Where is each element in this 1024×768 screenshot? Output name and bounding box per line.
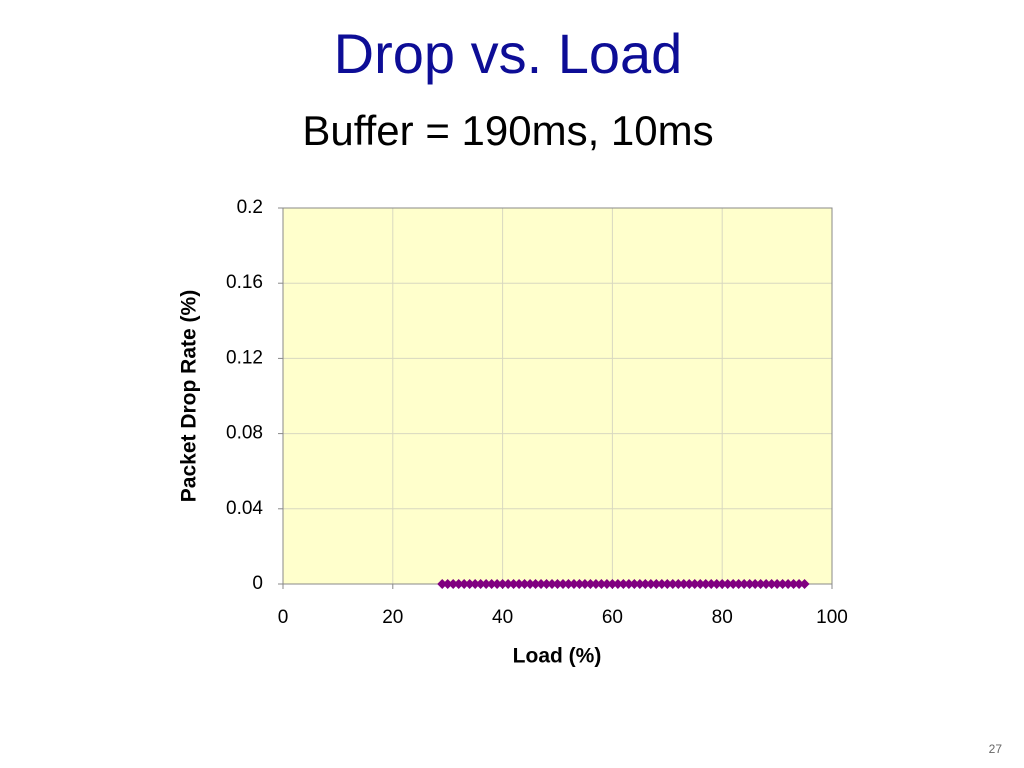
point xyxy=(755,579,766,589)
point xyxy=(601,579,612,589)
y-tick-label: 0.12 xyxy=(226,347,263,368)
point xyxy=(568,579,579,589)
point xyxy=(607,579,618,589)
point xyxy=(684,579,695,589)
point xyxy=(557,579,568,589)
point xyxy=(739,579,750,589)
y-tick-label: 0 xyxy=(252,573,263,594)
point xyxy=(744,579,755,589)
point xyxy=(700,579,711,589)
point xyxy=(585,579,596,589)
point xyxy=(750,579,761,589)
point xyxy=(492,579,503,589)
point xyxy=(563,579,574,589)
point xyxy=(437,579,448,589)
point xyxy=(574,579,585,589)
point xyxy=(470,579,481,589)
point xyxy=(783,579,794,589)
point xyxy=(459,579,470,589)
y-tick-label: 0.16 xyxy=(226,272,263,293)
point xyxy=(640,579,651,589)
point xyxy=(777,579,788,589)
point xyxy=(453,579,464,589)
y-tick-label: 0.04 xyxy=(226,498,263,519)
slide-title: Drop vs. Load xyxy=(334,22,683,85)
point xyxy=(519,579,530,589)
point xyxy=(612,579,623,589)
point xyxy=(788,579,799,589)
page-number: 27 xyxy=(989,742,1003,756)
point xyxy=(442,579,453,589)
point xyxy=(514,579,525,589)
point xyxy=(579,579,590,589)
x-tick-label: 40 xyxy=(492,607,513,628)
x-tick-label: 0 xyxy=(278,607,289,628)
point xyxy=(486,579,497,589)
y-axis-label: Packet Drop Rate (%) xyxy=(178,290,201,502)
point xyxy=(733,579,744,589)
x-tick-label: 80 xyxy=(712,607,733,628)
point xyxy=(761,579,772,589)
point xyxy=(448,579,459,589)
point xyxy=(717,579,728,589)
point xyxy=(536,579,547,589)
point xyxy=(766,579,777,589)
point xyxy=(629,579,640,589)
point xyxy=(530,579,541,589)
point xyxy=(678,579,689,589)
point xyxy=(464,579,475,589)
x-tick-label: 20 xyxy=(382,607,403,628)
plot-area xyxy=(283,208,832,584)
point xyxy=(618,579,629,589)
point xyxy=(722,579,733,589)
slide-subtitle: Buffer = 190ms, 10ms xyxy=(302,107,713,154)
x-tick-label: 60 xyxy=(602,607,623,628)
point xyxy=(651,579,662,589)
point xyxy=(673,579,684,589)
point xyxy=(695,579,706,589)
point xyxy=(728,579,739,589)
point xyxy=(525,579,536,589)
x-axis-label: Load (%) xyxy=(513,645,602,668)
point xyxy=(711,579,722,589)
x-tick-label: 100 xyxy=(816,607,848,628)
point xyxy=(706,579,717,589)
point xyxy=(634,579,645,589)
point xyxy=(541,579,552,589)
point xyxy=(497,579,508,589)
point xyxy=(645,579,656,589)
point xyxy=(590,579,601,589)
point xyxy=(508,579,519,589)
point xyxy=(596,579,607,589)
point xyxy=(772,579,783,589)
point xyxy=(794,579,805,589)
y-tick-label: 0.2 xyxy=(237,197,263,218)
point xyxy=(503,579,514,589)
point xyxy=(623,579,634,589)
point xyxy=(547,579,558,589)
point xyxy=(799,579,810,589)
point xyxy=(689,579,700,589)
point xyxy=(667,579,678,589)
point xyxy=(656,579,667,589)
point xyxy=(475,579,486,589)
y-tick-label: 0.08 xyxy=(226,423,263,444)
point xyxy=(662,579,673,589)
point xyxy=(481,579,492,589)
point xyxy=(552,579,563,589)
